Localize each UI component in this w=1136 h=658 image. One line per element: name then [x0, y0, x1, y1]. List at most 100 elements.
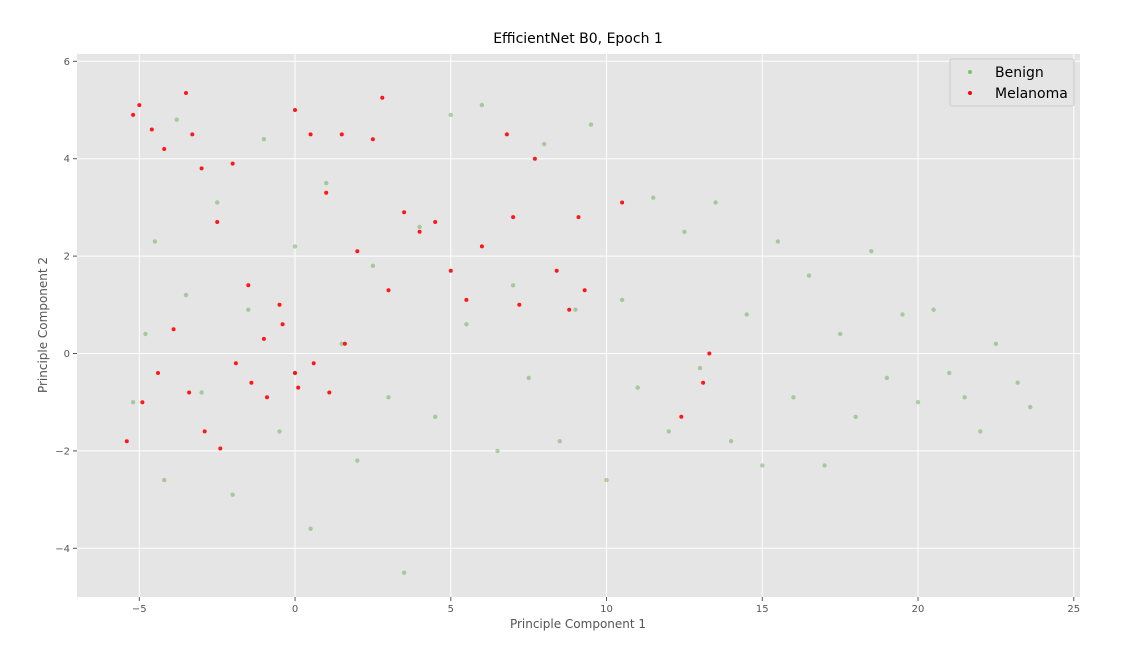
melanoma-point [707, 351, 712, 356]
benign-point [838, 331, 843, 337]
melanoma-point [199, 166, 204, 171]
benign-point [526, 375, 531, 381]
benign-point [744, 312, 749, 317]
benign-point [635, 385, 640, 390]
melanoma-point [554, 268, 559, 273]
benign-point [308, 526, 313, 531]
melanoma-point [218, 446, 223, 451]
benign-point [510, 283, 516, 288]
benign-point [697, 365, 703, 371]
benign-point [162, 477, 167, 483]
melanoma-point [140, 400, 145, 405]
benign-point [152, 239, 158, 244]
melanoma-point [293, 108, 297, 112]
benign-point [355, 458, 360, 463]
melanoma-point [137, 103, 142, 108]
benign-point [292, 244, 298, 249]
benign-point [822, 463, 827, 468]
benign-point [931, 307, 936, 312]
melanoma-point [162, 147, 167, 151]
tick-labels: −5 0 5 10 15 20 25 −4 −2 0 2 4 6 [55, 57, 1080, 615]
benign-point [915, 400, 921, 405]
benign-point [324, 180, 329, 186]
benign-point [417, 224, 422, 230]
melanoma-point [230, 161, 235, 166]
benign-point [604, 477, 609, 483]
data-points [124, 91, 1033, 575]
chart-title: EfficientNet B0, Epoch 1 [493, 31, 663, 47]
benign-point [174, 117, 179, 122]
benign-point [183, 292, 189, 298]
melanoma-point [296, 385, 301, 390]
plot-area [77, 54, 1080, 597]
melanoma-point [402, 210, 407, 215]
melanoma-point [532, 156, 537, 161]
legend: Benign Melanoma [949, 58, 1075, 107]
benign-point [542, 141, 547, 147]
melanoma-point [265, 395, 269, 400]
melanoma-point [171, 327, 176, 332]
benign-point [884, 375, 890, 381]
benign-point [143, 331, 148, 337]
melanoma-point [124, 439, 129, 444]
melanoma-point [517, 302, 522, 307]
legend-melanoma-marker [968, 91, 972, 95]
y-tick-label: 4 [64, 154, 70, 165]
melanoma-point [386, 288, 391, 293]
benign-point [760, 463, 765, 468]
benign-point [433, 414, 438, 419]
benign-point [386, 395, 391, 400]
benign-point [277, 429, 282, 434]
benign-point [495, 448, 500, 454]
benign-point [978, 429, 983, 434]
x-tick-label: 5 [448, 604, 454, 615]
y-tick-label: 0 [64, 349, 70, 360]
melanoma-point [679, 414, 684, 419]
benign-point [464, 322, 469, 327]
x-tick-label: 20 [912, 604, 925, 615]
melanoma-point [249, 380, 254, 385]
melanoma-point [184, 91, 188, 95]
benign-point [246, 307, 251, 312]
grid [77, 54, 1080, 597]
x-tick-label: 25 [1067, 604, 1080, 615]
melanoma-point [324, 190, 329, 195]
benign-point [370, 263, 376, 268]
melanoma-point [190, 132, 195, 137]
melanoma-point [479, 244, 484, 249]
melanoma-point [701, 380, 706, 385]
melanoma-point [504, 132, 509, 137]
melanoma-point [576, 215, 581, 220]
melanoma-point [261, 336, 266, 341]
melanoma-point [448, 268, 453, 273]
benign-point [1028, 404, 1033, 410]
benign-point [853, 414, 858, 419]
benign-point [130, 400, 136, 405]
benign-point [666, 429, 671, 434]
benign-point [557, 439, 562, 444]
melanoma-point [327, 390, 332, 395]
x-tick-label: 0 [292, 604, 298, 615]
melanoma-point [464, 297, 469, 302]
y-tick-label: −4 [55, 544, 70, 555]
legend-benign-marker [968, 70, 972, 74]
benign-point [230, 492, 235, 497]
melanoma-point [380, 95, 385, 100]
benign-point [1015, 380, 1020, 385]
melanoma-point [620, 200, 625, 205]
benign-point [619, 297, 625, 303]
melanoma-point [308, 132, 313, 137]
benign-point [479, 102, 485, 108]
benign-point [947, 370, 952, 376]
benign-point [682, 229, 687, 234]
melanoma-point [370, 137, 375, 142]
benign-point [215, 200, 220, 205]
benign-point [448, 112, 453, 118]
y-tick-label: 6 [64, 57, 70, 68]
melanoma-point [355, 249, 360, 254]
legend-melanoma-label: Melanoma [995, 86, 1068, 102]
legend-box [949, 58, 1075, 107]
benign-point [806, 273, 812, 278]
y-tick-label: −2 [55, 446, 70, 457]
